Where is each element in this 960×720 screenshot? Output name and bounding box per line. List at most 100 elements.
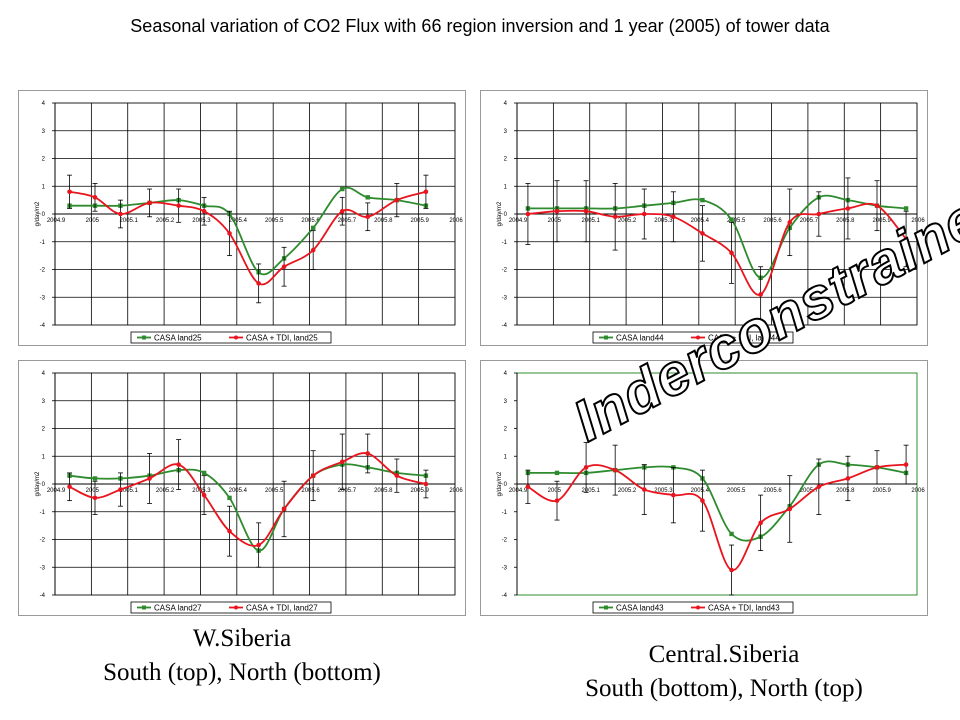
x-tick-label: 2005.3 <box>192 218 211 224</box>
legend-marker <box>696 335 700 340</box>
legend-label: CASA + TDI, land44 <box>708 334 780 343</box>
data-point <box>256 542 261 548</box>
legend-label: CASA land27 <box>154 604 202 613</box>
chart-c-siberia-north: -4 -3 -2 -1 0 1 2 3 4 2004.9 2005 2005.1 2005.2 2005.… <box>480 90 928 346</box>
data-point <box>641 211 647 217</box>
x-tick-label: 2005.8 <box>374 488 393 494</box>
data-point <box>118 487 123 492</box>
data-point <box>525 484 531 490</box>
x-tick-label: 2005.3 <box>654 218 673 224</box>
data-point <box>845 476 851 481</box>
data-point <box>201 208 207 214</box>
x-tick-label: 2004.9 <box>509 488 528 494</box>
x-tick-label: 2005.9 <box>410 218 429 224</box>
data-point <box>365 214 371 220</box>
y-tick-label: -2 <box>40 538 46 544</box>
x-tick-label: 2005.2 <box>156 488 175 494</box>
y-tick-label: 3 <box>42 129 46 135</box>
data-point <box>729 250 734 256</box>
series-line <box>69 186 427 276</box>
data-point <box>612 214 618 220</box>
data-point <box>758 520 763 526</box>
data-point <box>700 498 705 503</box>
caption-west-siberia: W.Siberia South (top), North (bottom) <box>18 622 466 690</box>
y-tick-label: -4 <box>40 323 46 329</box>
data-point <box>671 214 676 220</box>
data-point <box>554 498 560 503</box>
data-point <box>147 200 152 206</box>
data-point <box>729 531 734 537</box>
data-point <box>903 206 909 211</box>
y-tick-label: 3 <box>504 399 508 405</box>
data-point <box>227 528 232 534</box>
y-axis-label: g/day/m2 <box>497 471 503 496</box>
chart-w-siberia-north: -4 -3 -2 -1 0 1 2 3 4 2004.9 2005 2005.1 2005.2 2005.… <box>18 360 466 616</box>
x-tick-label: 2005.1 <box>582 488 601 494</box>
y-tick-label: 0 <box>504 212 508 218</box>
x-tick-label: 2006 <box>911 488 925 494</box>
caption-right-region: Central.Siberia <box>648 641 800 668</box>
y-axis-label: g/day/m2 <box>497 201 503 226</box>
data-point <box>423 481 429 487</box>
y-tick-label: 4 <box>504 101 508 107</box>
x-tick-label: 2005.6 <box>763 218 782 224</box>
series-line <box>527 460 907 542</box>
data-point <box>310 247 316 253</box>
x-tick-label: 2005.4 <box>691 218 710 224</box>
y-tick-label: -2 <box>502 538 508 544</box>
data-point <box>281 506 287 512</box>
data-point <box>641 487 647 492</box>
x-tick-label: 2005.9 <box>410 488 429 494</box>
legend: CASA land44 CASA + TDI, land44 <box>592 331 794 344</box>
data-point <box>554 470 560 476</box>
x-tick-label: 2005.1 <box>120 488 139 494</box>
legend-marker <box>234 335 238 340</box>
y-tick-label: 3 <box>504 129 508 135</box>
data-point <box>787 220 793 225</box>
x-tick-label: 2005.3 <box>654 488 673 494</box>
data-point <box>700 197 705 203</box>
legend: CASA land25 CASA + TDI, land25 <box>130 331 332 344</box>
y-tick-label: 2 <box>42 157 46 163</box>
data-point <box>816 211 822 217</box>
data-point <box>310 473 316 478</box>
series-line <box>527 463 907 571</box>
data-point <box>310 225 316 231</box>
chart-svg: -4 -3 -2 -1 0 1 2 3 4 2004.9 2005 2005.1 2005.2 2005.… <box>35 101 463 344</box>
x-tick-label: 2006 <box>911 218 925 224</box>
y-tick-label: -3 <box>40 565 46 571</box>
data-point <box>903 462 909 467</box>
data-point <box>365 451 371 456</box>
data-point <box>903 236 909 242</box>
series-line <box>527 194 907 279</box>
y-tick-label: -1 <box>40 240 46 246</box>
legend-label: CASA + TDI, land27 <box>246 604 318 613</box>
chart-w-siberia-south: -4 -3 -2 -1 0 1 2 3 4 2004.9 2005 2005.1 2005.2 2005.… <box>18 90 466 346</box>
x-tick-label: 2005 <box>86 218 100 224</box>
data-point <box>729 567 734 573</box>
y-tick-label: 0 <box>504 482 508 488</box>
x-tick-label: 2005 <box>86 488 100 494</box>
legend-marker <box>142 605 146 610</box>
data-point <box>758 292 763 297</box>
chart-svg: -4 -3 -2 -1 0 1 2 3 4 2004.9 2005 2005.1 2005.2 2005.… <box>35 371 463 614</box>
data-point <box>787 506 793 512</box>
series-line <box>69 463 426 552</box>
chart-svg: -4 -3 -2 -1 0 1 2 3 4 2004.9 2005 2005.1 2005.2 2005.… <box>497 371 925 614</box>
caption-left-region: W.Siberia <box>192 625 292 652</box>
y-tick-label: 1 <box>504 184 508 190</box>
y-tick-label: 4 <box>504 371 508 377</box>
caption-left-detail: South (top), North (bottom) <box>103 659 381 686</box>
data-point <box>671 492 676 498</box>
x-tick-label: 2005.8 <box>836 218 855 224</box>
x-tick-label: 2005.1 <box>120 218 139 224</box>
legend-marker <box>604 335 608 340</box>
y-axis-label: g/day/m2 <box>35 471 41 496</box>
x-tick-label: 2005.6 <box>301 218 320 224</box>
series-line <box>527 202 907 296</box>
x-tick-label: 2005.8 <box>374 218 393 224</box>
y-tick-label: 0 <box>42 212 46 218</box>
x-tick-label: 2004.9 <box>47 218 66 224</box>
legend: CASA land43 CASA + TDI, land43 <box>592 601 794 614</box>
series-group <box>67 174 429 304</box>
